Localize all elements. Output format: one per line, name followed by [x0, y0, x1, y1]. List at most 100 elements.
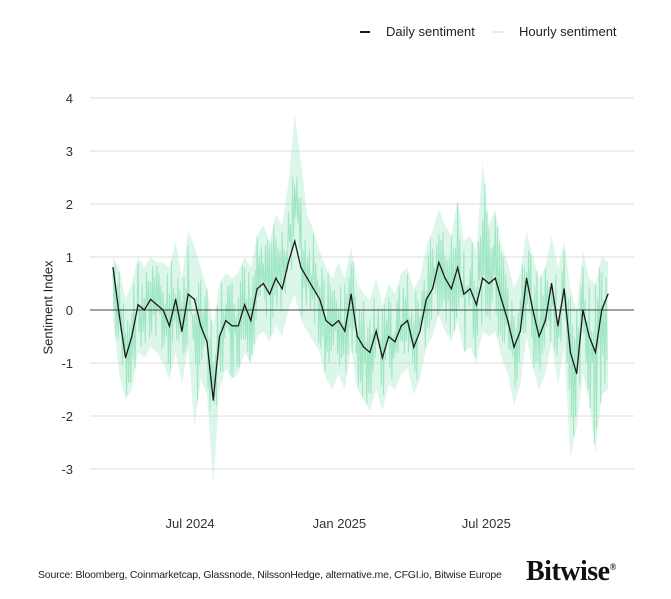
- daily-point: [212, 399, 214, 401]
- daily-sentiment-line: [112, 238, 609, 401]
- legend-daily: Daily sentiment: [360, 24, 475, 39]
- daily-point: [168, 325, 170, 327]
- daily-point: [131, 335, 133, 338]
- daily-point: [269, 293, 271, 295]
- daily-point: [563, 288, 565, 290]
- daily-point: [582, 309, 584, 311]
- hourly-sentiment-line: [112, 176, 608, 444]
- daily-point: [532, 309, 534, 311]
- daily-point: [525, 277, 528, 279]
- legend-hourly-swatch: [493, 30, 503, 33]
- daily-point: [551, 282, 553, 285]
- daily-point: [118, 314, 120, 316]
- legend-daily-label: Daily sentiment: [386, 24, 475, 39]
- daily-point: [388, 335, 390, 338]
- daily-point: [250, 320, 252, 322]
- daily-point: [576, 373, 578, 375]
- daily-point: [319, 298, 321, 300]
- daily-point: [325, 320, 327, 322]
- daily-point: [507, 320, 509, 322]
- bitwise-logo: Bitwise®: [526, 556, 616, 587]
- daily-point: [419, 330, 421, 332]
- daily-point: [331, 325, 333, 327]
- daily-point: [350, 293, 352, 295]
- daily-point: [193, 298, 196, 300]
- y-tick-label: -2: [61, 409, 73, 424]
- x-tick-label: Jan 2025: [313, 516, 367, 531]
- daily-point: [175, 298, 177, 300]
- daily-point: [218, 335, 221, 338]
- y-tick-label: 3: [66, 144, 73, 159]
- daily-point: [206, 341, 208, 343]
- daily-point: [300, 267, 302, 269]
- y-axis-title: Sentiment Index: [40, 260, 56, 355]
- daily-point: [369, 351, 371, 353]
- daily-point: [482, 277, 484, 279]
- daily-point: [225, 320, 227, 322]
- daily-point: [494, 277, 496, 279]
- legend-daily-swatch: [360, 30, 370, 33]
- daily-point: [294, 240, 296, 242]
- legend-hourly: Hourly sentiment: [493, 24, 617, 39]
- daily-point: [256, 288, 258, 290]
- daily-point: [500, 298, 503, 300]
- daily-point: [363, 346, 365, 348]
- daily-point: [337, 320, 340, 322]
- y-tick-label: -1: [61, 356, 73, 371]
- daily-point: [400, 325, 402, 327]
- daily-point: [557, 325, 559, 327]
- daily-point: [457, 267, 459, 269]
- daily-point: [438, 261, 440, 263]
- daily-point: [538, 335, 540, 338]
- daily-point: [381, 357, 384, 359]
- daily-point: [431, 288, 434, 290]
- daily-point: [513, 346, 515, 348]
- y-tick-label: 2: [66, 197, 73, 212]
- daily-point: [281, 288, 283, 290]
- daily-point: [607, 293, 609, 295]
- daily-point: [519, 330, 521, 332]
- daily-point: [162, 309, 164, 311]
- daily-point: [406, 320, 409, 322]
- daily-point: [475, 304, 478, 306]
- y-tick-label: -3: [61, 462, 73, 477]
- daily-point: [181, 330, 183, 332]
- daily-point: [231, 325, 233, 327]
- daily-point: [463, 293, 465, 295]
- daily-point: [588, 335, 590, 338]
- daily-point: [488, 282, 490, 285]
- source-note: Source: Bloomberg, Coinmarketcap, Glassn…: [38, 569, 502, 581]
- daily-point: [262, 282, 264, 285]
- daily-point: [450, 288, 452, 290]
- daily-point: [143, 309, 145, 311]
- daily-point: [469, 288, 471, 290]
- daily-point: [394, 341, 396, 343]
- daily-point: [149, 298, 152, 300]
- daily-point: [356, 335, 358, 338]
- daily-point: [569, 351, 572, 353]
- daily-point: [444, 277, 446, 279]
- daily-point: [312, 288, 315, 290]
- x-tick-label: Jul 2024: [166, 516, 215, 531]
- logo-text: Bitwise: [526, 556, 610, 587]
- daily-point: [137, 304, 139, 306]
- daily-point: [275, 277, 277, 279]
- legend-hourly-label: Hourly sentiment: [519, 24, 617, 39]
- daily-point: [243, 304, 246, 306]
- daily-point: [544, 320, 546, 322]
- daily-point: [287, 261, 290, 263]
- daily-point: [375, 330, 377, 332]
- daily-point: [187, 293, 189, 295]
- daily-point: [156, 304, 158, 306]
- daily-point: [425, 298, 427, 300]
- y-tick-label: 0: [66, 303, 73, 318]
- y-tick-label: 4: [66, 91, 73, 106]
- y-tick-label: 1: [66, 250, 73, 265]
- x-tick-label: Jul 2025: [462, 516, 511, 531]
- daily-point: [237, 325, 239, 327]
- daily-point: [601, 309, 603, 311]
- daily-point: [200, 325, 202, 327]
- daily-point: [112, 267, 114, 269]
- daily-point: [413, 346, 415, 348]
